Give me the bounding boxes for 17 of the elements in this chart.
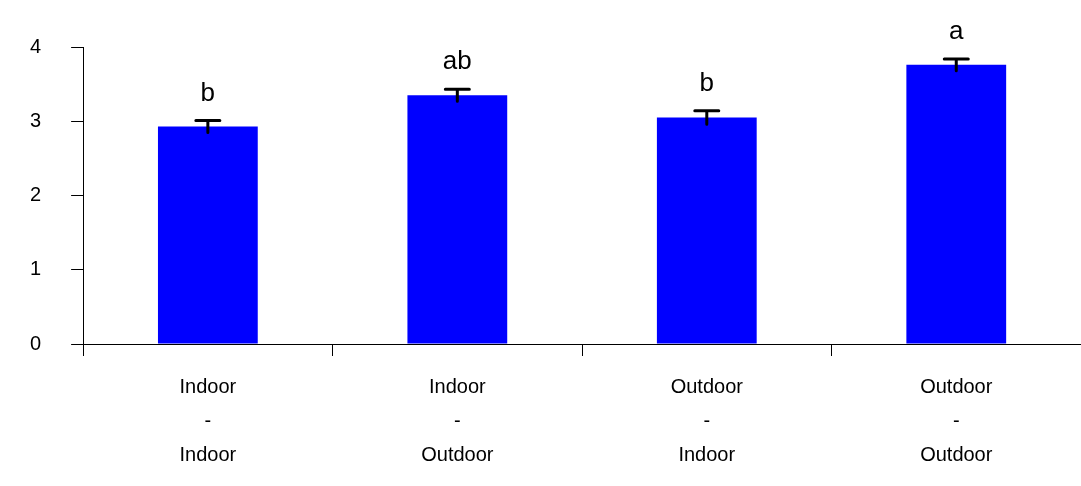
y-tick-label: 2	[30, 183, 42, 206]
y-tick-label: 3	[30, 108, 42, 131]
annotation: ab	[442, 45, 472, 76]
y-tick-label: 0	[30, 331, 42, 354]
x-tick-label: Outdoor - Indoor	[670, 374, 744, 465]
annotation: a	[949, 15, 965, 46]
bar	[157, 126, 258, 344]
bar	[407, 95, 508, 344]
bar	[906, 64, 1007, 344]
bar	[656, 117, 757, 344]
y-tick-label: 1	[30, 257, 42, 280]
x-tick-label: Indoor - Outdoor	[421, 374, 494, 465]
y-tick-label: 4	[30, 34, 42, 57]
annotation: b	[699, 67, 715, 98]
x-tick-label: Outdoor - Outdoor	[920, 374, 993, 465]
x-tick-label: Indoor - Indoor	[179, 374, 237, 465]
annotation: b	[200, 76, 216, 107]
